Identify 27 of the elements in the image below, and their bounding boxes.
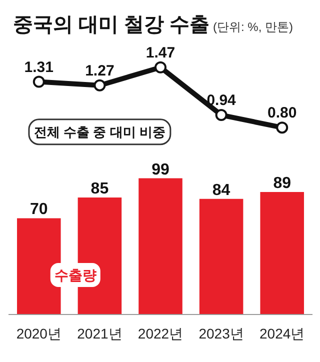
x-tick-label: 2021년 [77, 326, 122, 342]
chart-title: 중국의 대미 철강 수출 [13, 14, 210, 36]
text: 전체 수출 중 대미 비중 [34, 124, 166, 140]
bar [260, 192, 304, 314]
bar [138, 178, 182, 314]
point [32, 76, 45, 88]
point [215, 109, 228, 122]
point [94, 79, 106, 92]
series-label: 수출량 [54, 267, 96, 283]
data-label: 89 [273, 175, 292, 192]
point [276, 122, 288, 134]
point [154, 61, 166, 74]
data-label: 85 [90, 180, 109, 198]
x-tick-label: 2023년 [198, 326, 244, 342]
bar [199, 198, 244, 314]
data-label: 0.80 [268, 104, 297, 122]
chart-subtitle: (단위: %, 만톤) [213, 20, 294, 34]
x-tick-label: 2024년 [260, 326, 305, 342]
data-label: 0.94 [206, 92, 237, 110]
x-tick-label: 2020년 [16, 326, 62, 342]
data-label: 1.47 [146, 44, 176, 62]
data-label: 84 [212, 182, 230, 199]
x-tick-label: 2022년 [138, 326, 184, 342]
data-label: 70 [30, 201, 48, 218]
data-label: 1.27 [85, 62, 114, 80]
data-label: 1.31 [24, 58, 54, 76]
data-label: 99 [152, 161, 170, 178]
